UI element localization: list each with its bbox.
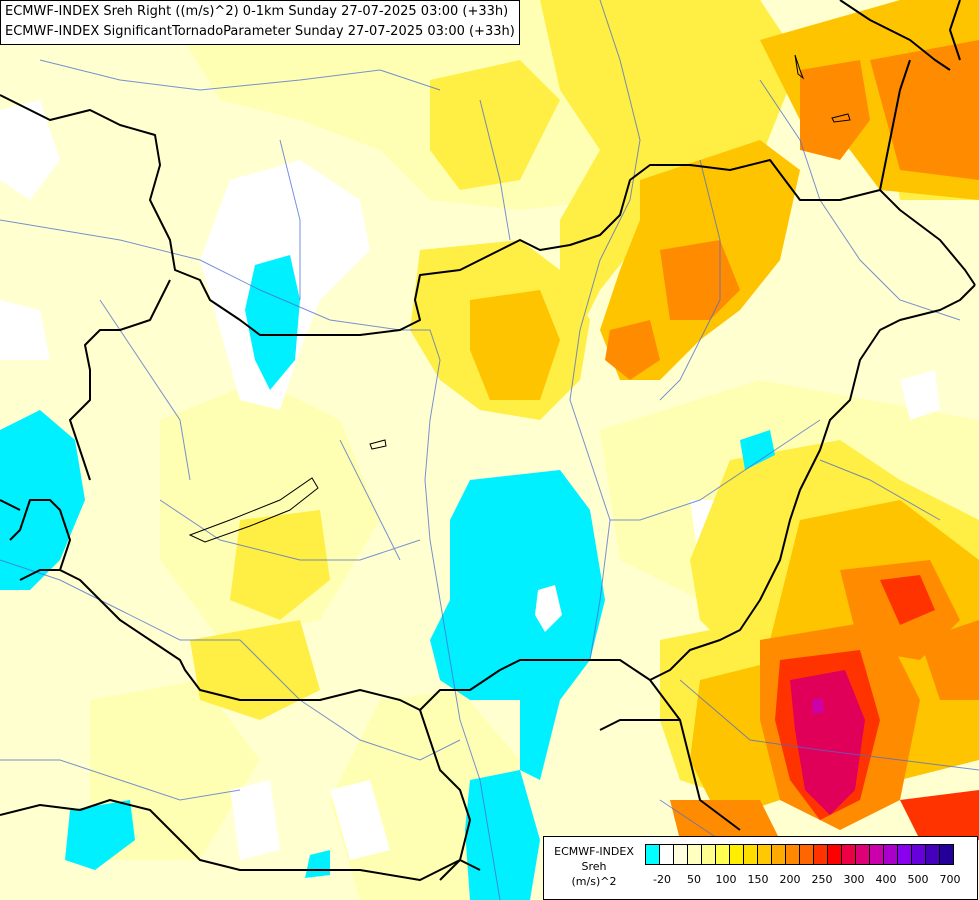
legend-tick-label: 500 (907, 873, 929, 886)
white-hole (535, 585, 562, 632)
legend-swatch (743, 844, 758, 865)
legend-swatch (883, 844, 898, 865)
lakes (188, 54, 851, 543)
legend-swatch (855, 844, 870, 865)
legend-swatch (911, 844, 926, 865)
legend-swatch (813, 844, 828, 865)
legend-swatch (673, 844, 688, 865)
legend-swatch (645, 844, 660, 865)
map-title-box: ECMWF-INDEX Sreh Right ((m/s)^2) 0-1km S… (0, 0, 520, 45)
legend-swatch (897, 844, 912, 865)
legend-subtitle: Sreh (581, 860, 607, 873)
legend-swatch (869, 844, 884, 865)
legend-swatch (701, 844, 716, 865)
legend-tick-label: 100 (715, 873, 737, 886)
legend-swatch (827, 844, 842, 865)
legend-swatch (925, 844, 940, 865)
legend-swatches (645, 844, 954, 865)
legend-ticks: -20 50 100 150 200 250 300 400 500 700 (646, 873, 976, 889)
legend-swatch (785, 844, 800, 865)
legend-tick-label: 700 (939, 873, 961, 886)
legend-swatch (687, 844, 702, 865)
map-title-line2: ECMWF-INDEX SignificantTornadoParameter … (5, 24, 515, 39)
legend-swatch (715, 844, 730, 865)
legend-swatch (799, 844, 814, 865)
legend-unit: (m/s)^2 (571, 875, 617, 888)
legend-swatch (659, 844, 674, 865)
legend-tick-label: 50 (687, 873, 701, 886)
legend-tick-label: 400 (875, 873, 897, 886)
color-legend: ECMWF-INDEX Sreh (m/s)^2 -20 50 100 150 200 2… (543, 836, 978, 900)
country-borders (0, 0, 976, 881)
sreh-field-400 (790, 670, 865, 815)
legend-swatch (771, 844, 786, 865)
legend-swatch (757, 844, 772, 865)
legend-tick-label: 300 (843, 873, 865, 886)
legend-tick-label: 250 (811, 873, 833, 886)
legend-title: ECMWF-INDEX (554, 845, 634, 858)
sreh-field-500 (812, 698, 824, 714)
legend-tick-label: 150 (747, 873, 769, 886)
legend-tick-label: -20 (653, 873, 671, 886)
legend-swatch (939, 844, 954, 865)
legend-swatch (729, 844, 744, 865)
map-title-line1: ECMWF-INDEX Sreh Right ((m/s)^2) 0-1km S… (5, 4, 509, 19)
legend-tick-label: 200 (779, 873, 801, 886)
legend-swatch (841, 844, 856, 865)
